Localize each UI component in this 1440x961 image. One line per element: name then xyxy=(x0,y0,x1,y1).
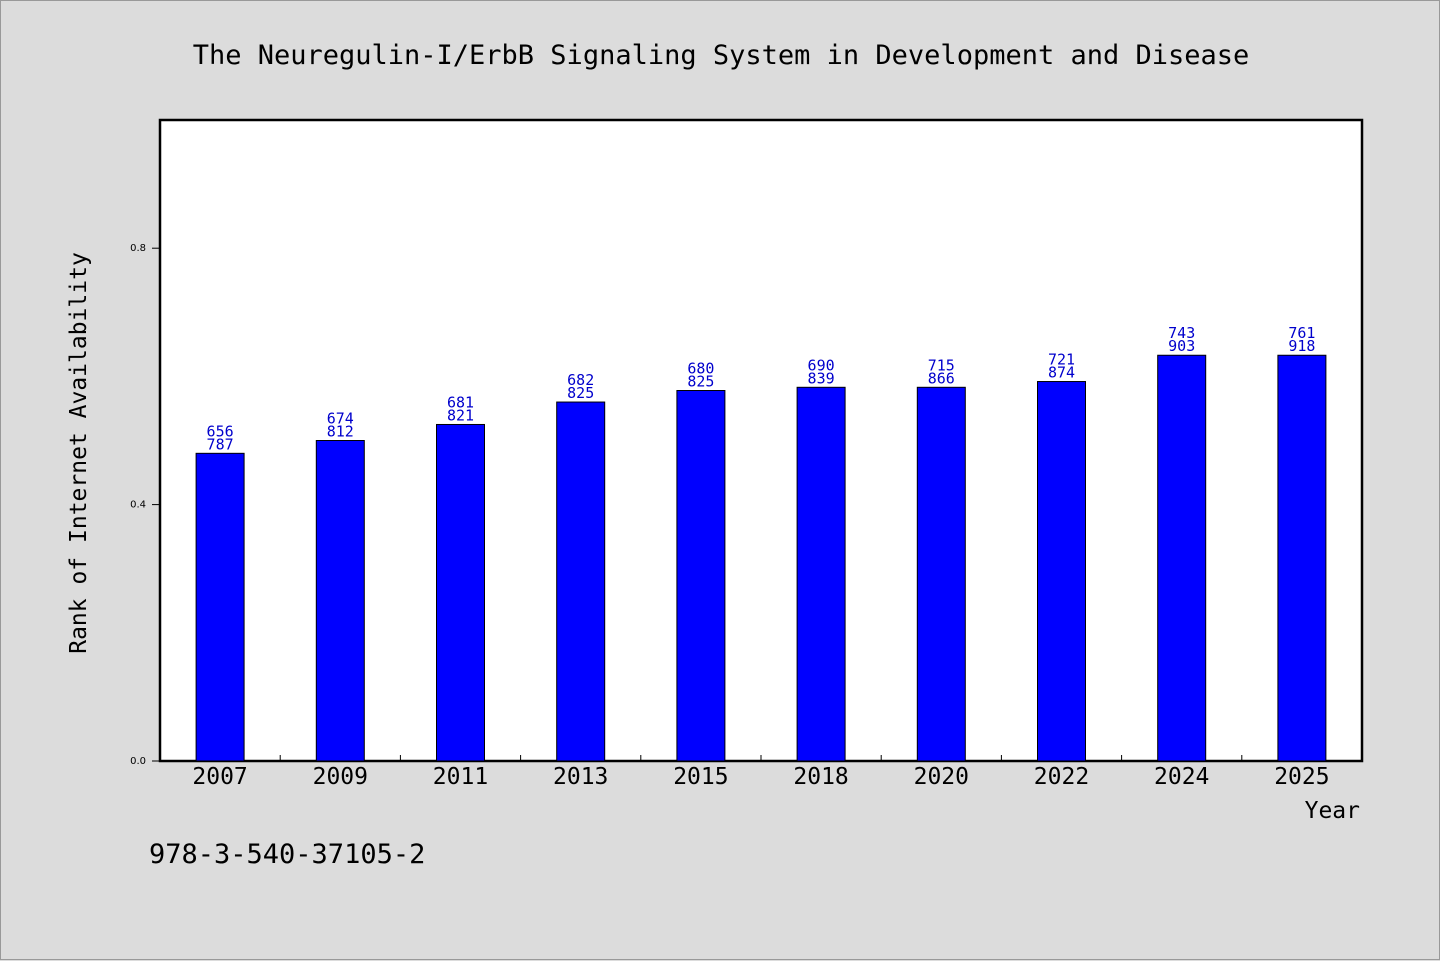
bar-label-top: 680 xyxy=(687,360,714,378)
bar-label-bottom: 825 xyxy=(567,384,594,402)
x-tick-label: 2018 xyxy=(793,764,848,790)
bar xyxy=(315,440,365,762)
bar-data-labels: 6567876748126818216828256808256908397158… xyxy=(207,324,1316,453)
isbn-code: 978-3-540-37105-2 xyxy=(149,839,425,870)
x-axis-ticks: 2007 2009 2011 2013 2015 2018 2020 2022 2024 2025 xyxy=(192,755,1330,790)
x-tick-label: 2024 xyxy=(1154,764,1209,790)
bar xyxy=(796,386,846,762)
bar-label-bottom: 821 xyxy=(447,406,474,424)
bar-label-top: 690 xyxy=(808,356,835,374)
bar-label-bottom: 787 xyxy=(207,435,234,453)
bar-label-top: 674 xyxy=(327,410,354,428)
bar-label-top: 721 xyxy=(1048,351,1075,369)
bar-label-bottom: 866 xyxy=(928,369,955,387)
x-tick-label: 2025 xyxy=(1274,764,1329,790)
bar-label-bottom: 874 xyxy=(1048,364,1075,382)
x-tick-label: 2015 xyxy=(673,764,728,790)
x-tick-label: 2009 xyxy=(313,764,368,790)
x-tick-label: 2013 xyxy=(553,764,608,790)
bar xyxy=(1157,354,1207,762)
x-tick-label: 2022 xyxy=(1034,764,1089,790)
bar-label-top: 743 xyxy=(1168,324,1195,342)
y-tick-label: 0.4 xyxy=(130,500,146,511)
x-tick-label: 2020 xyxy=(914,764,969,790)
bar xyxy=(676,390,726,762)
bar-label-top: 681 xyxy=(447,393,474,411)
bar-label-bottom: 812 xyxy=(327,423,354,441)
x-axis-label: Year xyxy=(1305,798,1360,824)
bar xyxy=(1037,381,1086,762)
bar-label-top: 715 xyxy=(928,356,955,374)
bar-label-top: 656 xyxy=(207,422,234,440)
bar-series xyxy=(195,354,1327,762)
bar-label-bottom: 903 xyxy=(1168,337,1195,355)
x-tick-label: 2011 xyxy=(433,764,488,790)
bar-label-bottom: 825 xyxy=(687,373,714,391)
bar-label-top: 761 xyxy=(1288,324,1315,342)
chart-title: The Neuregulin-I/ErbB Signaling System i… xyxy=(193,40,1250,71)
bar xyxy=(556,401,606,762)
bar-label-bottom: 918 xyxy=(1288,337,1315,355)
y-axis-ticks: 0.0 0.4 0.8 xyxy=(130,243,160,767)
y-tick-label: 0.0 xyxy=(130,756,146,767)
bar xyxy=(916,386,966,762)
bar xyxy=(436,423,485,762)
x-tick-label: 2007 xyxy=(192,764,247,790)
bar-label-bottom: 839 xyxy=(808,369,835,387)
y-tick-label: 0.8 xyxy=(130,243,146,254)
bar-label-top: 682 xyxy=(567,371,594,389)
bar xyxy=(1277,354,1327,762)
y-axis-label: Rank of Internet Availability xyxy=(66,252,92,654)
bar xyxy=(195,452,245,762)
